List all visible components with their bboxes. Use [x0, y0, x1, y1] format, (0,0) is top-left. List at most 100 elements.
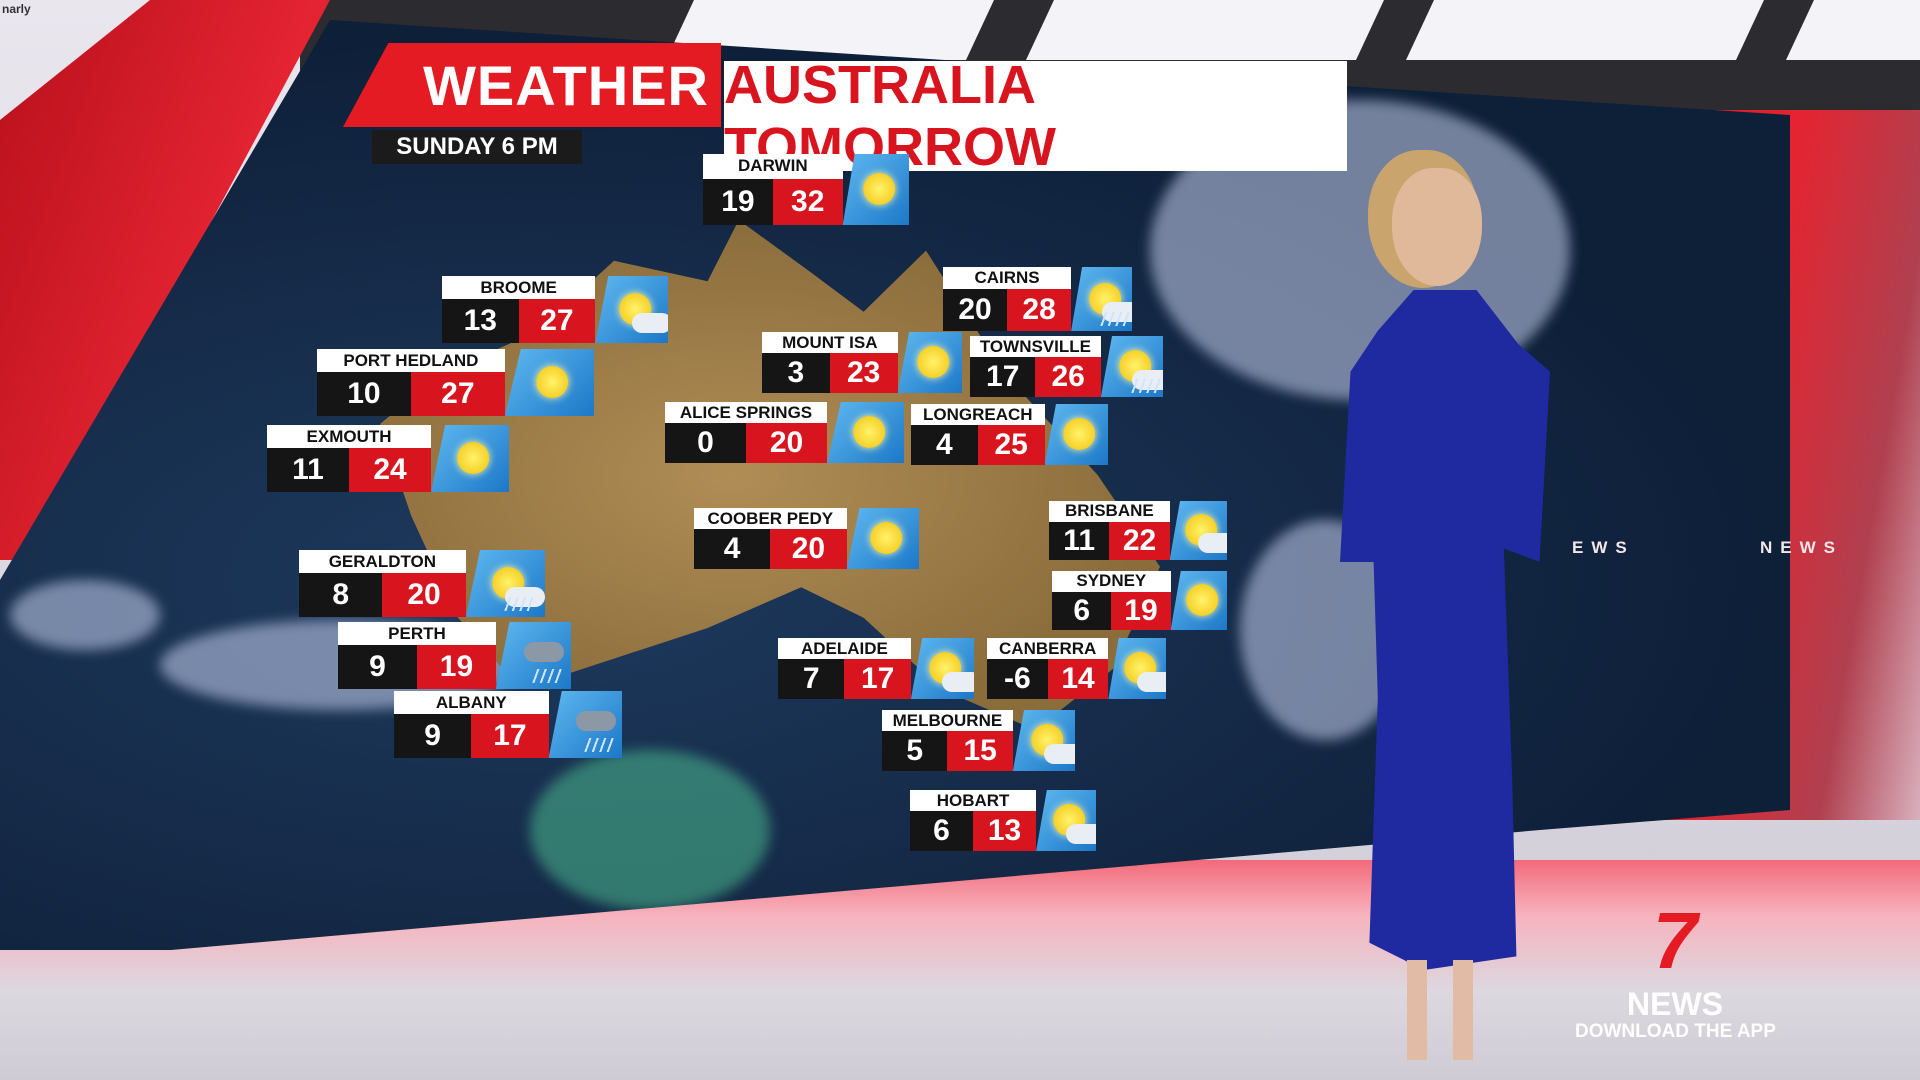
max-temp: 20	[382, 573, 466, 617]
sun-cloud-icon	[910, 638, 974, 699]
city-name: Townsville	[970, 336, 1101, 358]
sun-icon	[897, 332, 962, 393]
max-temp: 28	[1007, 289, 1072, 331]
forecast-card-brisbane: Brisbane 11 22	[1049, 501, 1227, 560]
min-temp: 6	[910, 811, 974, 851]
min-temp: 5	[882, 731, 948, 771]
wall-news-text: EWS	[1572, 538, 1635, 557]
max-temp: 20	[770, 529, 847, 569]
city-name: Alice Springs	[665, 402, 828, 424]
sun-icon	[504, 349, 594, 416]
7news-logo: 7 NEWS DOWNLOAD THE APP	[1575, 895, 1776, 1043]
forecast-card-exmouth: Exmouth 11 24	[267, 425, 509, 492]
city-name: Geraldton	[299, 550, 466, 574]
max-temp: 23	[829, 353, 898, 393]
sun-icon	[1044, 404, 1108, 465]
sun-icon	[916, 346, 949, 379]
watermark: narly	[2, 2, 31, 16]
cloud-icon	[631, 312, 668, 333]
min-temp: 3	[762, 353, 830, 393]
sun-icon	[1186, 584, 1219, 617]
city-name: Albany	[394, 691, 549, 715]
min-temp: 9	[394, 714, 472, 758]
min-temp: -6	[987, 659, 1048, 699]
city-name: Exmouth	[267, 425, 432, 449]
rain-icon	[548, 691, 622, 758]
ceiling-light	[1786, 0, 1920, 60]
rain-drops-icon	[503, 596, 534, 611]
forecast-card-sydney: Sydney 6 19	[1052, 571, 1227, 630]
max-temp: 22	[1109, 521, 1170, 560]
sun-cloud-rain-icon	[1100, 336, 1163, 397]
city-name: Cairns	[943, 267, 1072, 290]
cloud-icon	[576, 711, 617, 732]
forecast-card-hobart: Hobart 6 13	[910, 790, 1096, 851]
max-temp: 19	[416, 645, 496, 689]
max-temp: 19	[1111, 591, 1171, 630]
download-app-text: DOWNLOAD THE APP	[1575, 1021, 1776, 1042]
sun-icon	[1170, 571, 1227, 630]
max-temp: 24	[349, 448, 432, 492]
min-temp: 19	[703, 178, 773, 225]
sun-icon	[1063, 418, 1096, 451]
city-name: Canberra	[987, 638, 1109, 660]
forecast-card-coober-pedy: Coober Pedy 4 20	[694, 508, 919, 569]
sun-cloud-rain-icon	[465, 550, 545, 617]
forecast-card-townsville: Townsville 17 26	[970, 336, 1163, 397]
min-temp: 8	[299, 573, 383, 617]
min-temp: 9	[338, 645, 417, 689]
city-name: Adelaide	[778, 638, 911, 660]
sun-icon	[869, 522, 902, 555]
city-name: Coober Pedy	[694, 508, 847, 530]
rain-drops-icon	[531, 668, 562, 683]
forecast-card-broome: Broome 13 27	[442, 276, 668, 343]
forecast-date: SUNDAY 6 PM	[372, 130, 582, 164]
cloud-icon	[942, 671, 974, 692]
sun-cloud-icon	[595, 276, 668, 343]
min-temp: 11	[267, 448, 350, 492]
min-temp: 4	[694, 529, 771, 569]
sun-icon	[846, 508, 919, 569]
sun-icon	[863, 173, 896, 206]
sun-cloud-icon	[1036, 790, 1096, 851]
sun-icon	[536, 366, 569, 399]
forecast-card-melbourne: Melbourne 5 15	[882, 710, 1075, 771]
sun-icon	[457, 442, 490, 475]
min-temp: 10	[317, 372, 411, 416]
sun-cloud-icon	[1012, 710, 1075, 771]
max-temp: 20	[746, 423, 828, 463]
forecast-card-port-hedland: Port Hedland 10 27	[317, 349, 594, 416]
city-name: Darwin	[703, 154, 843, 179]
city-name: Brisbane	[1049, 501, 1170, 522]
max-temp: 32	[772, 178, 843, 225]
max-temp: 27	[410, 372, 505, 416]
ceiling-light	[1406, 0, 1764, 60]
min-temp: 7	[778, 659, 845, 699]
forecast-card-geraldton: Geraldton 8 20	[299, 550, 545, 617]
logo-news: NEWS	[1627, 986, 1723, 1022]
city-name: Broome	[442, 276, 596, 300]
rain-drops-icon	[1130, 378, 1161, 393]
city-name: Mount Isa	[762, 332, 898, 354]
city-name: Port Hedland	[317, 349, 505, 373]
presenter-legs	[1385, 960, 1495, 1060]
map-title: AUSTRALIA TOMORROW	[724, 55, 1347, 177]
logo-seven: 7	[1652, 896, 1698, 985]
forecast-card-adelaide: Adelaide 7 17	[778, 638, 974, 699]
sun-icon	[827, 402, 904, 463]
min-temp: 11	[1049, 521, 1110, 560]
city-name: Hobart	[910, 790, 1037, 812]
cloud-icon	[1066, 823, 1096, 844]
max-temp: 13	[973, 811, 1037, 851]
max-temp: 17	[471, 714, 549, 758]
sun-cloud-rain-icon	[1071, 267, 1132, 331]
rain-drops-icon	[583, 737, 614, 752]
ceiling-light	[1026, 0, 1384, 60]
min-temp: 6	[1052, 591, 1112, 630]
weather-label: WEATHER	[343, 43, 721, 127]
forecast-card-longreach: Longreach 4 25	[911, 404, 1108, 465]
satellite-cloud	[10, 580, 160, 650]
cloud-icon	[1043, 743, 1075, 764]
max-temp: 17	[844, 659, 911, 699]
sun-icon	[842, 154, 909, 225]
